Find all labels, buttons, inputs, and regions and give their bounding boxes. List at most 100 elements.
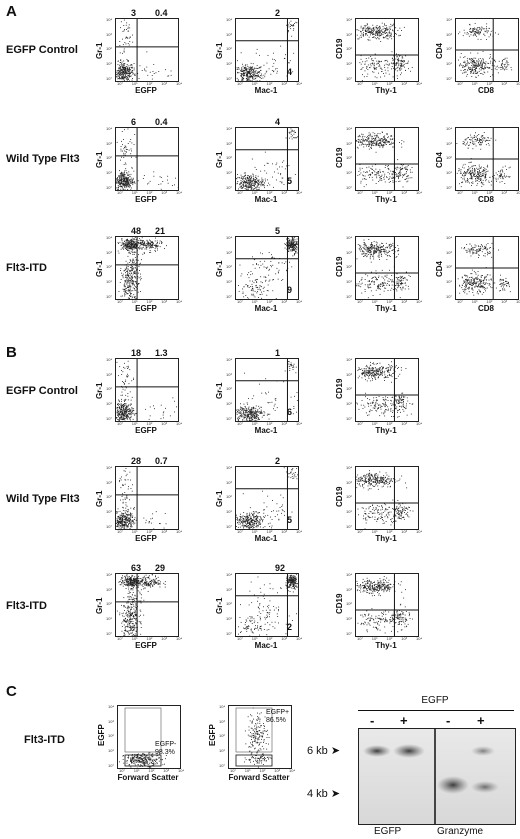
x-tick-label: 10⁴ (296, 190, 303, 195)
x-tick-label: 10³ (161, 636, 168, 641)
scatter-dots (456, 128, 518, 190)
x-tick-label: 10² (266, 190, 273, 195)
y-tick-label: 10° (226, 294, 233, 299)
scatter-dots (116, 128, 178, 190)
x-tick-label: 10° (237, 190, 244, 195)
y-tick-label: 10⁴ (346, 356, 353, 362)
flow-plot-b-r1-egfp (115, 358, 179, 422)
y-tick-label: 10⁴ (346, 464, 353, 470)
y-tick-label: 10² (346, 155, 352, 161)
quadrant-value-upper-left: 28 (131, 456, 142, 466)
x-axis-label: Thy-1 (375, 86, 397, 95)
scatter-dots (236, 359, 298, 421)
x-tick-label: 10¹ (251, 299, 258, 304)
flow-plot-b-r2-egfp (115, 466, 179, 530)
panel-letter-a: A (6, 3, 17, 20)
y-axis-label: Gr-1 (215, 42, 224, 59)
y-tick-label: 10⁴ (106, 356, 113, 362)
y-tick-label: 10¹ (106, 170, 112, 176)
lane-4-sign: + (477, 713, 485, 728)
x-axis-label: EGFP (135, 195, 157, 204)
y-axis-label: Gr-1 (215, 151, 224, 168)
probe-label-egfp: EGFP (374, 826, 402, 837)
x-tick-label: 10⁴ (416, 81, 423, 86)
blot-header-egfp: EGFP (421, 695, 449, 706)
flow-plot-a-r2-egfp (115, 127, 179, 191)
x-tick-label: 10⁴ (176, 636, 183, 641)
x-tick-label: 10° (117, 190, 124, 195)
y-tick-label: 10¹ (106, 61, 112, 67)
quadrant-value-upper-right: 92 (275, 563, 286, 573)
x-tick-label: 10¹ (371, 190, 378, 195)
y-tick-label: 10² (346, 46, 352, 52)
y-tick-label: 10° (226, 631, 233, 636)
x-axis-label: Thy-1 (375, 426, 397, 435)
x-axis-label: Mac-1 (254, 641, 278, 650)
x-tick-label: 10¹ (131, 81, 138, 86)
y-axis-label: CD4 (435, 260, 444, 277)
y-tick-label: 10³ (346, 479, 352, 485)
x-tick-label: 10² (486, 190, 493, 195)
row-label-a2: Wild Type Flt3 (6, 153, 80, 165)
flow-plot-b-r2-mac1 (235, 466, 299, 530)
y-tick-label: 10¹ (346, 170, 352, 176)
y-axis-label: CD19 (335, 147, 344, 168)
x-tick-label: 10³ (274, 768, 281, 773)
x-tick-label: 10² (266, 421, 273, 426)
x-axis-label: EGFP (135, 304, 157, 313)
x-tick-label: 10³ (401, 421, 408, 426)
scatter-dots (356, 467, 418, 529)
gate-label: EGFP+ 86.5% (266, 709, 289, 725)
x-tick-label: 10¹ (371, 529, 378, 534)
flow-plot-a-r2-mac1 (235, 127, 299, 191)
y-tick-label: 10² (346, 386, 352, 392)
y-tick-label: 10⁴ (106, 125, 113, 131)
quadrant-value-lower-right: 5 (287, 176, 293, 186)
y-tick-label: 10° (219, 763, 226, 768)
x-axis-label: Forward Scatter (228, 773, 290, 782)
x-tick-label: 10² (486, 299, 493, 304)
x-tick-label: 10° (237, 81, 244, 86)
y-tick-label: 10² (226, 155, 232, 161)
x-tick-label: 10³ (401, 299, 408, 304)
scatter-dots (116, 574, 178, 636)
x-tick-label: 10° (457, 81, 464, 86)
y-tick-label: 10¹ (106, 616, 112, 622)
y-tick-label: 10⁴ (446, 125, 453, 131)
y-tick-label: 10² (226, 46, 232, 52)
y-axis-label: CD19 (335, 486, 344, 507)
y-tick-label: 10⁴ (346, 16, 353, 22)
y-tick-label: 10³ (106, 586, 112, 592)
y-tick-label: 10³ (226, 586, 232, 592)
x-tick-label: 10⁴ (296, 421, 303, 426)
x-tick-label: 10³ (161, 190, 168, 195)
x-tick-label: 10° (117, 421, 124, 426)
y-tick-label: 10² (446, 264, 452, 270)
y-tick-label: 10² (346, 264, 352, 270)
y-tick-label: 10° (226, 524, 233, 529)
quadrant-value-upper-right: 21 (155, 226, 166, 236)
x-tick-label: 10⁴ (176, 81, 183, 86)
x-tick-label: 10° (117, 529, 124, 534)
y-tick-label: 10³ (106, 31, 112, 37)
x-axis-label: Thy-1 (375, 304, 397, 313)
x-axis-label: Mac-1 (254, 86, 278, 95)
y-tick-label: 10° (106, 294, 113, 299)
panel-letter-c: C (6, 683, 17, 700)
scatter-dots (116, 237, 178, 299)
y-axis-label: Gr-1 (95, 42, 104, 59)
quadrant-value-lower-right: 9 (287, 285, 293, 295)
y-tick-label: 10³ (226, 249, 232, 255)
quadrant-value-lower-right: 6 (287, 407, 293, 417)
x-tick-label: 10³ (281, 190, 288, 195)
x-tick-label: 10³ (161, 529, 168, 534)
x-tick-label: 10¹ (371, 421, 378, 426)
x-tick-label: 10³ (161, 299, 168, 304)
x-tick-label: 10¹ (251, 190, 258, 195)
scatter-dots (236, 467, 298, 529)
y-tick-label: 10¹ (226, 61, 232, 67)
x-tick-label: 10⁴ (296, 529, 303, 534)
quadrant-value-upper-right: 1 (275, 348, 281, 358)
y-axis-label: CD4 (435, 151, 444, 168)
y-tick-label: 10² (106, 155, 112, 161)
